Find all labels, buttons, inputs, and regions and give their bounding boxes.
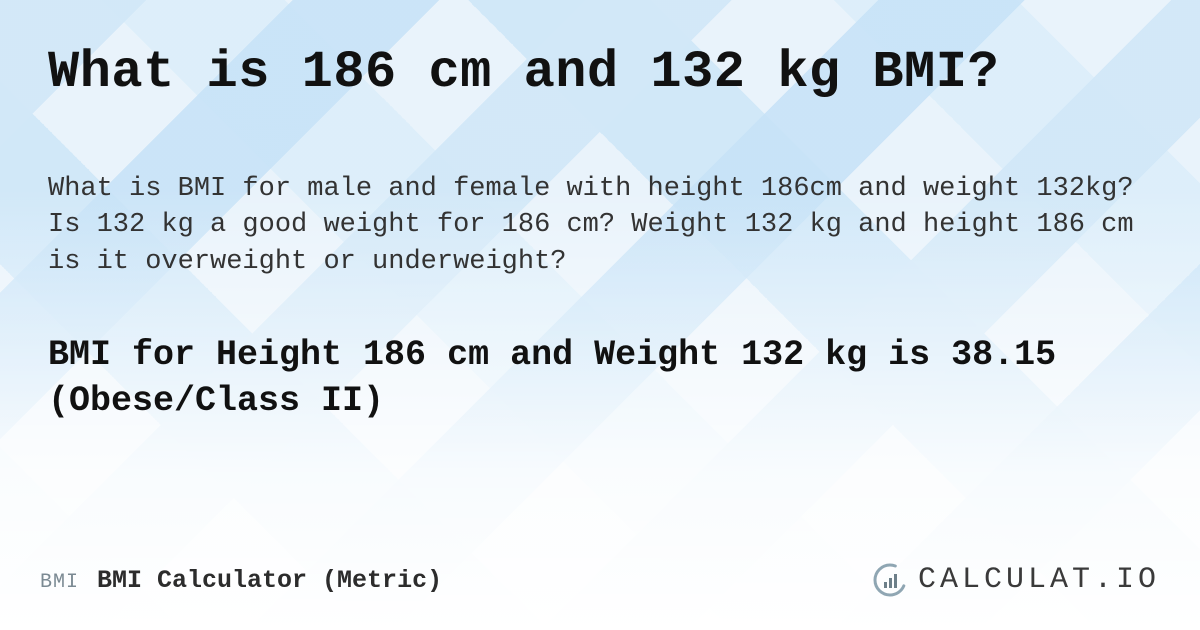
footer: BMI BMI Calculator (Metric) CALCULAT.IO: [0, 548, 1200, 630]
footer-left: BMI BMI Calculator (Metric): [40, 566, 442, 595]
calculator-icon: [872, 562, 908, 598]
brand-text: CALCULAT.IO: [918, 563, 1160, 597]
bmi-tag: BMI: [40, 571, 79, 594]
calculator-name: BMI Calculator (Metric): [97, 566, 442, 595]
page-title: What is 186 cm and 132 kg BMI?: [48, 44, 1152, 101]
intro-paragraph: What is BMI for male and female with hei…: [48, 171, 1152, 280]
brand: CALCULAT.IO: [872, 562, 1160, 598]
content-area: What is 186 cm and 132 kg BMI? What is B…: [0, 0, 1200, 424]
bmi-result: BMI for Height 186 cm and Weight 132 kg …: [48, 332, 1148, 424]
